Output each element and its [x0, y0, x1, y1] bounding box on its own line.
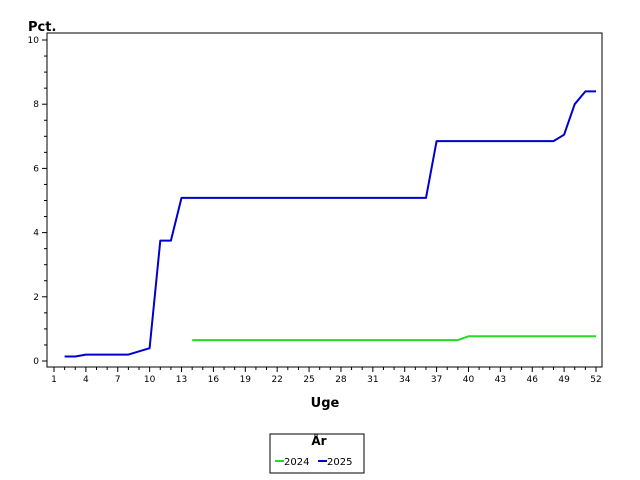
x-tick-label: 19 [240, 375, 252, 385]
y-tick-label: 0 [33, 357, 39, 367]
x-tick-label: 37 [431, 375, 442, 385]
y-tick-label: 6 [33, 164, 39, 174]
series-lines [64, 90, 596, 358]
legend-title: År [311, 433, 326, 448]
x-tick-label: 1 [51, 375, 57, 385]
x-tick-label: 34 [399, 375, 411, 385]
x-tick-label: 7 [115, 375, 121, 385]
x-axis: 1 4 7 10 13 16 19 22 25 28 31 34 37 40 43 46 49 52 [51, 367, 602, 385]
y-tick-label: 8 [33, 100, 39, 110]
x-tick-label: 22 [271, 375, 282, 385]
y-tick-label: 10 [28, 36, 40, 46]
y-tick-label: 2 [33, 293, 39, 303]
legend-box [269, 433, 365, 474]
x-tick-label: 43 [495, 375, 506, 385]
x-tick-label: 31 [367, 375, 378, 385]
legend-label-2024: 2024 [284, 457, 309, 468]
x-tick-label: 52 [590, 375, 601, 385]
x-tick-label: 40 [463, 375, 475, 385]
x-tick-label: 16 [208, 375, 220, 385]
x-tick-label: 25 [303, 375, 314, 385]
x-tick-label: 46 [527, 375, 539, 385]
x-tick-label: 28 [335, 375, 347, 385]
x-tick-label: 4 [83, 375, 89, 385]
x-axis-title: Uge [311, 396, 340, 411]
x-tick-label: 49 [558, 375, 570, 385]
x-tick-label: 10 [144, 375, 156, 385]
legend-label-2025: 2025 [327, 457, 352, 468]
series-line-2024 [192, 335, 596, 342]
y-tick-label: 4 [33, 229, 39, 239]
legend: År 2024 2025 [269, 433, 365, 474]
series-line-2025 [64, 90, 596, 358]
plot-area [46, 32, 603, 368]
y-axis-title: Pct. [28, 20, 56, 35]
y-axis: 0 2 4 6 8 10 [28, 36, 47, 367]
legend-items: 2024 2025 [275, 457, 352, 468]
x-tick-label: 13 [176, 375, 187, 385]
